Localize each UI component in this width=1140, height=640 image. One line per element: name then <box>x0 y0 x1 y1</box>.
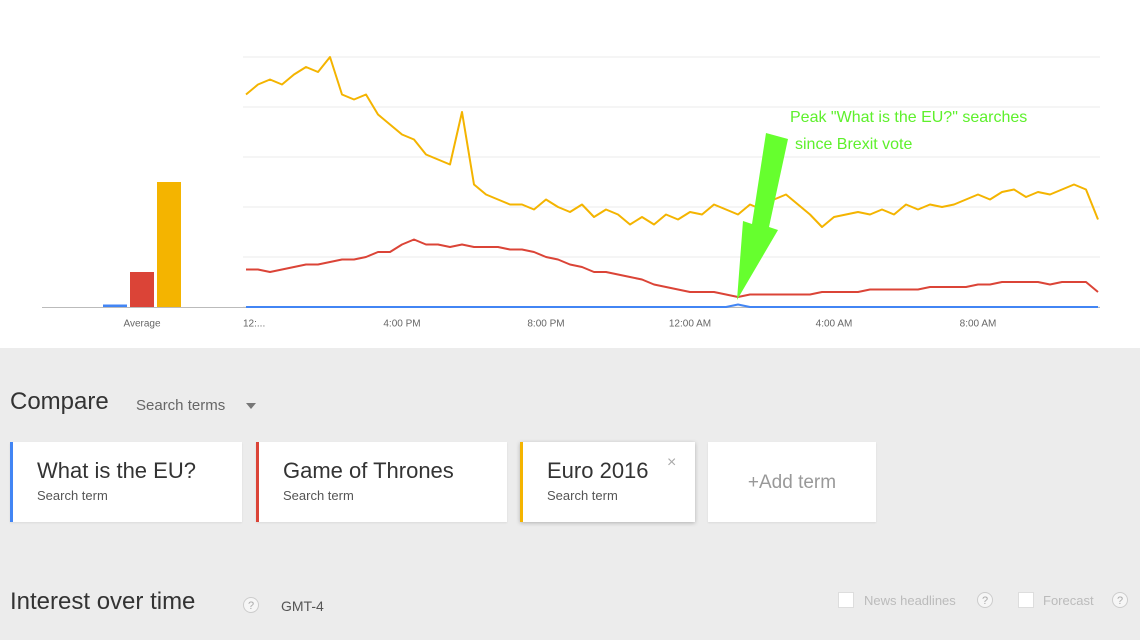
term-card[interactable]: What is the EU? Search term <box>10 442 242 522</box>
term-name: Euro 2016 <box>547 458 649 483</box>
option-label: Forecast <box>1043 593 1094 608</box>
term-label: Search term <box>37 488 108 503</box>
option-label: News headlines <box>864 593 956 608</box>
add-term: +Add term <box>747 472 837 493</box>
section-title: Interest over time <box>10 588 196 615</box>
x-tick-label: Average <box>123 319 161 330</box>
x-tick-label: 8:00 AM <box>960 319 997 330</box>
help-icon[interactable]: ? <box>977 592 993 608</box>
remove-button[interactable]: × <box>667 454 677 471</box>
term-label: Search term <box>547 488 618 503</box>
term-name: What is the EU? <box>37 458 196 483</box>
dropdown[interactable]: Search terms <box>136 397 226 414</box>
section-title: Compare <box>10 388 109 415</box>
x-tick-label: 4:00 AM <box>816 319 853 330</box>
x-tick-label: 4:00 PM <box>383 319 420 330</box>
checkbox[interactable] <box>1018 592 1034 608</box>
series-line <box>245 56 1099 228</box>
bar <box>103 304 127 307</box>
x-tick-label: 12:... <box>243 319 265 330</box>
chart: Average 12:... 4:00 PM 8:00 PM 12:00 AM 4:00 … <box>42 56 1100 330</box>
checkbox[interactable] <box>838 592 854 608</box>
annotation-arrow <box>737 133 788 300</box>
series-line <box>246 303 1098 308</box>
term-label: Search term <box>283 488 354 503</box>
x-tick-label: 8:00 PM <box>527 319 564 330</box>
term-card[interactable]: Game of Thrones Search term <box>256 442 507 522</box>
term-name: Game of Thrones <box>283 458 454 483</box>
chart-panel: Average 12:... 4:00 PM 8:00 PM 12:00 AM 4:00 … <box>0 0 1140 348</box>
help-icon[interactable]: ? <box>1112 592 1128 608</box>
bar <box>130 272 154 307</box>
series-line <box>246 238 1099 298</box>
annotation: since Brexit vote <box>795 136 912 153</box>
annotation: Peak "What is the EU?" searches <box>790 109 1027 126</box>
timezone: GMT-4 <box>281 598 324 614</box>
help-icon[interactable]: ? <box>243 597 259 613</box>
term-card[interactable]: Euro 2016 Search term × <box>520 442 695 522</box>
dropdown-arrow[interactable] <box>244 402 258 410</box>
bar <box>157 182 181 307</box>
x-tick-label: 12:00 AM <box>669 319 711 330</box>
add-term-card[interactable]: +Add term <box>708 442 876 522</box>
